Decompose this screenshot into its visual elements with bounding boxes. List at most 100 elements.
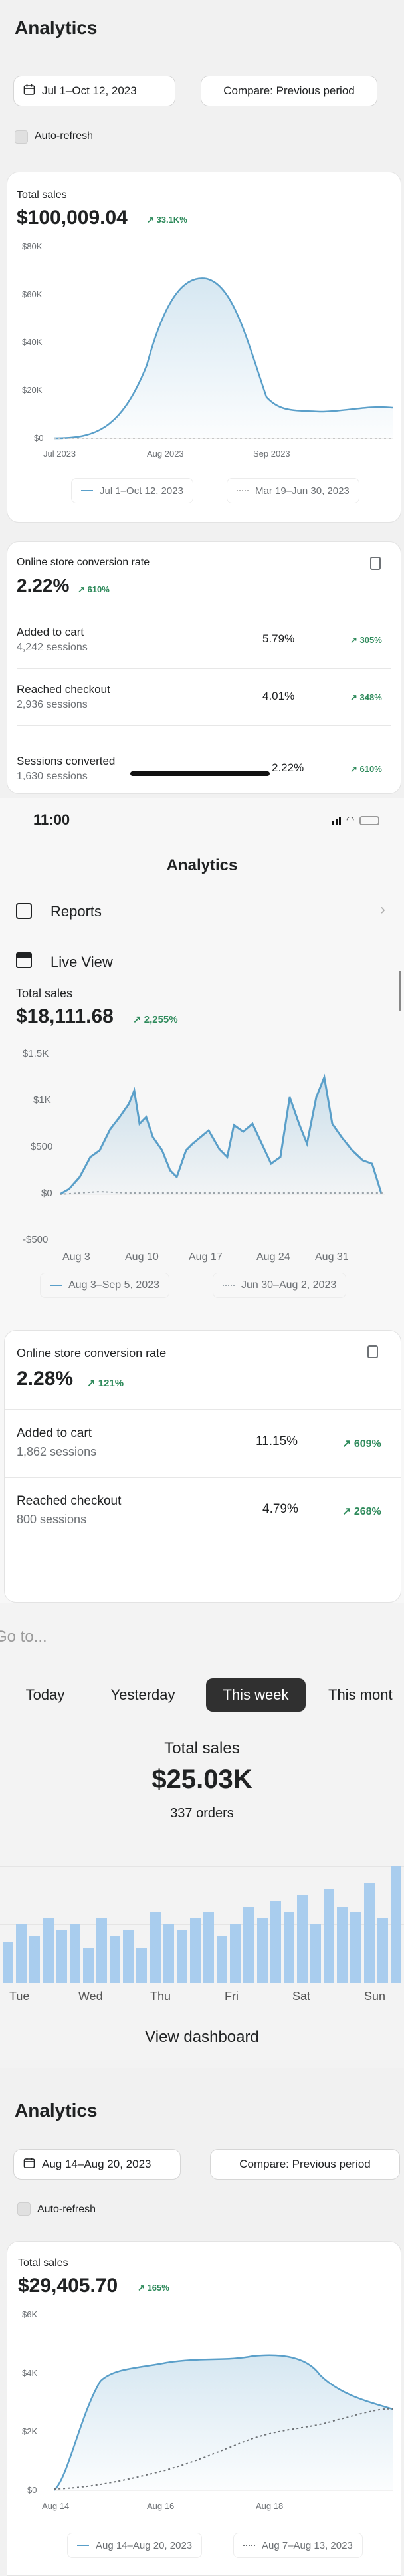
- section-analytics-mobile: 11:00 ◠ Analytics Reports › Live View To…: [0, 798, 404, 1603]
- bar: [270, 1900, 281, 1983]
- row-label: Added to cart: [17, 626, 84, 638]
- bar: [43, 1918, 54, 1983]
- chart-gridline: [0, 1866, 404, 1867]
- bar: [337, 1906, 348, 1983]
- x-tick: Aug 31: [315, 1251, 349, 1263]
- auto-refresh-checkbox[interactable]: [15, 130, 28, 144]
- y-tick: $4K: [22, 2368, 38, 2378]
- current-period-line: [54, 2354, 393, 2492]
- x-tick: Aug 24: [256, 1251, 290, 1263]
- conversion-card: Online store conversion rate 2.22% ↗ 610…: [7, 541, 401, 794]
- legend-previous-label: Jun 30–Aug 2, 2023: [241, 1279, 337, 1291]
- page-title: Analytics: [166, 856, 238, 874]
- bar: [189, 1918, 201, 1983]
- bar: [176, 1930, 187, 1983]
- section-analytics-1: Analytics Jul 1–Oct 12, 2023 Compare: Pr…: [0, 0, 404, 798]
- total-sales-label: Total sales: [16, 987, 73, 1000]
- day-label: Thu: [150, 1990, 171, 2003]
- date-range-button[interactable]: Aug 14–Aug 20, 2023: [13, 2149, 181, 2180]
- date-range-label: Jul 1–Oct 12, 2023: [42, 84, 137, 97]
- period-tabs: Today Yesterday This week This mont: [0, 1678, 404, 1712]
- chart-gridline: [0, 1924, 404, 1925]
- legend-previous-label: Aug 7–Aug 13, 2023: [262, 2539, 353, 2551]
- row-change: ↗ 268%: [342, 1506, 381, 1517]
- tab-yesterday[interactable]: Yesterday: [110, 1686, 175, 1703]
- live-view-label: Live View: [50, 954, 113, 970]
- current-period-area: [54, 278, 393, 438]
- conversion-change: ↗ 121%: [87, 1378, 124, 1389]
- goto-input[interactable]: Go to...: [0, 1628, 47, 1646]
- live-view-row[interactable]: Live View: [13, 950, 392, 976]
- y-tick: $20K: [22, 385, 43, 395]
- row-label: Reached checkout: [17, 683, 110, 696]
- x-tick: Aug 18: [256, 2501, 284, 2511]
- scrollbar[interactable]: [399, 971, 401, 1011]
- previous-period-line: [54, 2408, 393, 2490]
- section-sales-widget: Go to... Today Yesterday This week This …: [0, 1603, 404, 2068]
- view-dashboard-link[interactable]: View dashboard: [145, 2028, 259, 2046]
- bar: [110, 1936, 121, 1983]
- page-title: Analytics: [15, 17, 98, 38]
- document-icon[interactable]: [370, 557, 381, 570]
- divider: [5, 1477, 401, 1478]
- bar: [217, 1936, 228, 1983]
- conversion-value: 2.28%: [17, 1368, 74, 1390]
- current-period-line: [54, 277, 393, 440]
- total-sales-label: Total sales: [18, 2257, 68, 2269]
- total-sales-card: Total sales $29,405.70 ↗ 165% $6K $4K $2…: [7, 2241, 401, 2576]
- row-label: Added to cart: [17, 1426, 92, 1440]
- legend-previous[interactable]: Aug 7–Aug 13, 2023: [233, 2533, 363, 2558]
- y-tick: $60K: [22, 289, 43, 299]
- bar: [69, 1924, 80, 1983]
- y-tick: $40K: [22, 337, 43, 347]
- bar: [310, 1924, 322, 1983]
- bar: [363, 1883, 375, 1983]
- y-tick: $1.5K: [23, 1048, 49, 1059]
- x-tick: Aug 3: [62, 1251, 90, 1263]
- legend-solid-swatch: [81, 490, 93, 491]
- calendar-icon: [23, 84, 35, 99]
- bar: [136, 1948, 148, 1983]
- compare-button[interactable]: Compare: Previous period: [201, 76, 377, 106]
- legend-previous[interactable]: Jun 30–Aug 2, 2023: [213, 1273, 347, 1298]
- bar: [82, 1948, 94, 1983]
- row-value: 2.22%: [272, 761, 304, 774]
- divider: [5, 1409, 401, 1410]
- y-tick: $6K: [22, 2309, 38, 2319]
- tab-this-week[interactable]: This week: [206, 1678, 306, 1712]
- legend-solid-swatch: [77, 2545, 89, 2546]
- bar: [377, 1918, 388, 1983]
- conversion-change: ↗ 610%: [78, 584, 110, 594]
- total-sales-change: ↗ 2,255%: [133, 1014, 178, 1025]
- bar: [283, 1912, 294, 1983]
- day-label: Wed: [78, 1990, 103, 2003]
- legend-dotted-swatch: [237, 490, 249, 491]
- conversion-label: Online store conversion rate: [17, 557, 150, 568]
- divider: [17, 725, 391, 726]
- row-sub: 4,242 sessions: [17, 642, 88, 653]
- y-tick: -$500: [23, 1234, 49, 1245]
- auto-refresh-checkbox[interactable]: [17, 2202, 31, 2216]
- bar: [296, 1895, 308, 1983]
- tab-today[interactable]: Today: [25, 1686, 65, 1703]
- tab-this-month[interactable]: This mont: [328, 1686, 393, 1703]
- x-tick: Sep 2023: [253, 449, 290, 459]
- document-icon[interactable]: [367, 1345, 378, 1358]
- reports-row[interactable]: Reports ›: [13, 899, 392, 926]
- total-sales-value: $25.03K: [152, 1765, 252, 1794]
- legend-previous[interactable]: Mar 19–Jun 30, 2023: [227, 478, 359, 503]
- date-range-button[interactable]: Jul 1–Oct 12, 2023: [13, 76, 175, 106]
- current-period-area: [54, 2355, 393, 2490]
- auto-refresh-label: Auto-refresh: [35, 130, 94, 142]
- row-change: ↗ 305%: [350, 635, 382, 645]
- row-label: Reached checkout: [17, 1494, 122, 1508]
- chevron-right-icon: ›: [380, 900, 385, 918]
- legend-current[interactable]: Aug 3–Sep 5, 2023: [40, 1273, 170, 1298]
- compare-button[interactable]: Compare: Previous period: [210, 2149, 400, 2180]
- legend-current[interactable]: Jul 1–Oct 12, 2023: [71, 478, 193, 503]
- legend-current-label: Aug 14–Aug 20, 2023: [96, 2539, 193, 2551]
- bar: [123, 1930, 134, 1983]
- current-period-area: [60, 1077, 385, 1194]
- y-tick: $2K: [22, 2426, 38, 2436]
- legend-current[interactable]: Aug 14–Aug 20, 2023: [67, 2533, 203, 2558]
